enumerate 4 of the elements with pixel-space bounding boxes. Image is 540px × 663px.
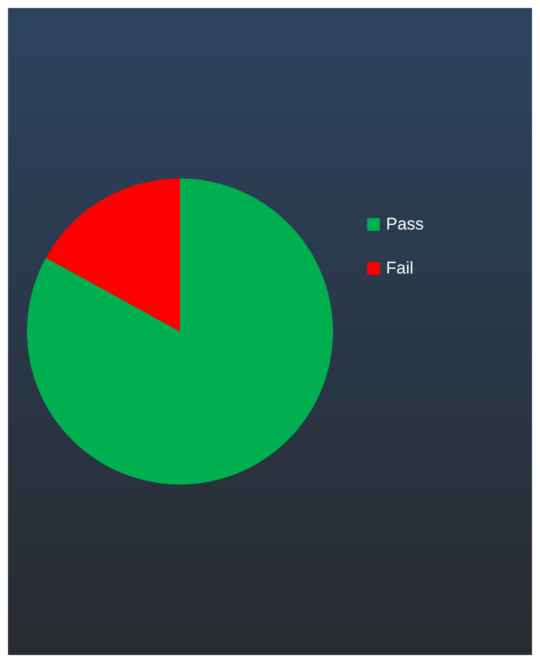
pie-slice	[46, 178, 180, 332]
pie-slice	[27, 178, 333, 484]
legend-label: Pass	[386, 214, 424, 234]
legend-label: Fail	[386, 258, 414, 278]
